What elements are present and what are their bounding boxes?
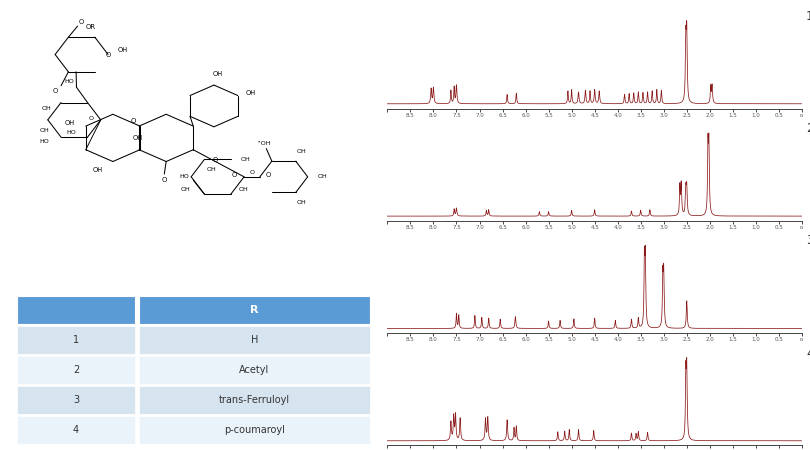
Text: O: O [162,176,167,183]
FancyBboxPatch shape [139,356,370,384]
Text: 4: 4 [806,346,810,360]
FancyBboxPatch shape [17,296,135,324]
Text: HO: HO [66,130,76,135]
Text: O: O [105,52,111,58]
Text: OH: OH [241,157,250,162]
Text: 2: 2 [73,365,79,375]
Text: R: R [250,305,258,315]
Text: OH: OH [64,120,75,126]
Text: 1: 1 [73,335,79,345]
Text: O: O [212,158,218,163]
Text: OH: OH [318,174,327,179]
Text: HO: HO [64,79,74,84]
Text: p-coumaroyl: p-coumaroyl [224,425,285,435]
Text: O: O [249,170,254,175]
Text: OH: OH [245,90,256,96]
FancyBboxPatch shape [139,416,370,444]
FancyBboxPatch shape [17,326,135,354]
Text: HO: HO [40,139,49,144]
Text: OH: OH [296,149,306,154]
FancyBboxPatch shape [17,356,135,384]
Text: OH: OH [239,188,249,193]
FancyBboxPatch shape [139,296,370,324]
Text: HO: HO [179,174,189,179]
Text: 2: 2 [806,122,810,135]
Text: O: O [266,172,271,178]
Text: OH: OH [39,128,49,134]
Text: O: O [53,88,58,94]
Text: 1: 1 [806,10,810,22]
Text: O: O [79,19,84,25]
Text: 4: 4 [73,425,79,435]
Text: OH: OH [181,187,190,192]
Text: Acetyl: Acetyl [239,365,270,375]
FancyBboxPatch shape [139,326,370,354]
Text: OH: OH [212,71,223,77]
Text: OH: OH [41,106,51,111]
FancyBboxPatch shape [17,416,135,444]
Text: 3: 3 [73,395,79,405]
Text: trans-Ferruloyl: trans-Ferruloyl [219,395,290,405]
Text: 3: 3 [806,234,810,248]
Text: OH: OH [207,166,216,172]
Text: OH: OH [132,135,143,141]
Text: OH: OH [296,200,306,205]
Text: OH: OH [93,167,103,173]
Text: H: H [250,335,258,345]
Text: ''OH: ''OH [258,140,271,146]
FancyBboxPatch shape [139,386,370,414]
Text: O: O [232,172,237,178]
Text: OR: OR [86,24,96,31]
Text: O: O [88,116,94,121]
Text: O: O [131,117,136,124]
Text: OH: OH [117,47,128,54]
FancyBboxPatch shape [17,386,135,414]
